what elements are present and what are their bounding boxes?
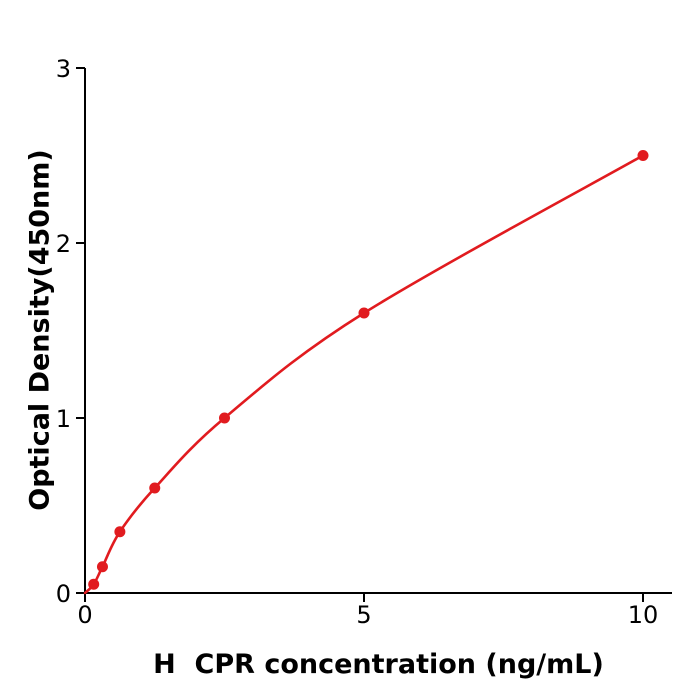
data-point-marker [219,412,230,424]
y-tick-label: 1 [56,405,71,433]
x-axis-label: H CPR concentration (ng/mL) [153,649,604,680]
data-point-marker [88,578,100,590]
data-points [88,150,649,590]
y-tick-label: 3 [56,55,71,83]
axes: 0 1 2 3 0 5 10 [56,55,672,629]
x-tick-label: 0 [77,601,92,629]
x-tick-label: 5 [356,601,371,629]
fit-curve [83,154,645,595]
y-tick-label: 2 [56,230,71,258]
data-point-marker [114,526,126,538]
data-point-marker [96,561,108,573]
data-point-marker [358,307,370,319]
y-axis-label: Optical Density(450nm) [24,149,56,511]
axis-spines [84,68,672,594]
data-point-marker [149,482,161,494]
y-tick-label: 0 [56,580,71,608]
x-tick-label: 10 [628,601,659,629]
data-point-marker [637,150,649,161]
